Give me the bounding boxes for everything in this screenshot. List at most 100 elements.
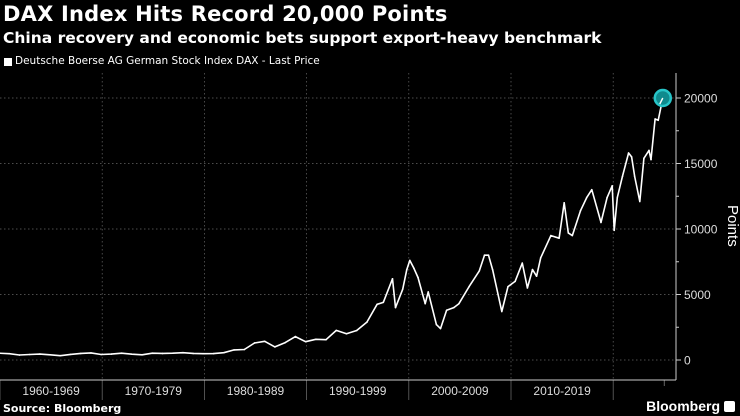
data-point [621, 175, 624, 178]
bloomberg-chart-icon [724, 401, 735, 412]
data-point [585, 196, 588, 199]
data-point [424, 302, 426, 305]
x-tick-label: 1960-1969 [22, 384, 80, 398]
data-point [100, 353, 102, 356]
data-point [514, 280, 516, 283]
data-point [202, 352, 205, 355]
data-point [611, 184, 613, 187]
data-point [394, 306, 397, 309]
y-tick-label: 20000 [684, 92, 718, 106]
y-tick-label: 15000 [684, 157, 718, 171]
x-tick-label: 1980-1989 [227, 384, 285, 398]
data-point [531, 268, 534, 271]
data-point [243, 348, 246, 351]
data-point [90, 352, 92, 354]
data-point [325, 338, 327, 341]
x-tick-label: 2010-2019 [533, 384, 591, 398]
data-point [579, 209, 582, 212]
data-point [563, 202, 565, 204]
data-point [294, 335, 297, 338]
data-point [648, 149, 650, 152]
x-tick-label: 2000-2009 [431, 384, 489, 398]
data-point [487, 254, 490, 256]
data-point [550, 234, 552, 237]
data-point [401, 288, 404, 291]
data-point [521, 262, 524, 264]
data-point [233, 349, 235, 351]
data-point [263, 340, 266, 343]
data-point [376, 303, 378, 306]
x-tick-label: 1990-1999 [329, 384, 387, 398]
data-point [539, 257, 542, 259]
data-point [284, 341, 286, 344]
source-note: Source: Bloomberg [3, 402, 122, 415]
data-point [405, 268, 408, 271]
data-point [171, 352, 174, 354]
data-point [638, 200, 641, 203]
data-point [571, 234, 574, 237]
data-point [304, 340, 307, 343]
legend: Deutsche Boerse AG German Stock Index DA… [4, 55, 320, 68]
data-point [627, 152, 630, 154]
data-point [526, 287, 529, 289]
data-point [69, 353, 72, 356]
series-line-dax [0, 97, 664, 357]
data-point [600, 221, 602, 224]
data-point [507, 285, 509, 288]
data-point [345, 333, 348, 335]
y-tick-label: 5000 [684, 288, 711, 302]
data-point [654, 118, 656, 120]
data-point [253, 342, 256, 344]
data-point [28, 353, 31, 356]
data-point [535, 275, 538, 277]
data-point [616, 196, 619, 199]
y-tick-label: 0 [684, 354, 691, 368]
data-point [8, 352, 11, 355]
data-point [223, 351, 225, 354]
data-point [39, 353, 41, 355]
data-point [212, 352, 215, 355]
data-point [131, 353, 133, 356]
data-point [417, 276, 419, 279]
data-point [413, 267, 415, 270]
data-point [558, 237, 560, 239]
data-point [161, 352, 164, 355]
data-point [435, 323, 438, 326]
data-point [79, 352, 82, 355]
data-point [355, 329, 358, 332]
data-point [274, 346, 276, 348]
data-point [458, 302, 460, 305]
data-point [59, 354, 62, 357]
legend-swatch [4, 57, 12, 66]
data-point [151, 352, 154, 354]
data-point [315, 338, 317, 341]
data-point [192, 352, 194, 355]
data-point [366, 321, 368, 323]
legend-label: Deutsche Boerse AG German Stock Index DA… [15, 55, 320, 67]
data-point [501, 310, 503, 313]
data-point [590, 188, 593, 191]
data-point [478, 270, 481, 272]
x-tick-label: 1970-1979 [125, 384, 183, 398]
y-tick-label: 10000 [684, 223, 718, 237]
data-point [452, 306, 455, 309]
bloomberg-logo: Bloomberg [646, 398, 720, 414]
data-point [409, 259, 411, 262]
chart-subtitle: China recovery and economic bets support… [3, 29, 602, 47]
record-line-segment [659, 97, 664, 105]
data-point [613, 229, 616, 232]
data-point [120, 352, 123, 354]
data-point [633, 175, 636, 178]
data-point [427, 291, 430, 293]
data-point [567, 232, 570, 234]
data-point [643, 157, 645, 160]
data-point [483, 254, 486, 256]
data-point [491, 268, 494, 271]
data-point [391, 277, 394, 280]
data-point [439, 327, 442, 330]
data-point [182, 351, 184, 354]
data-point [49, 353, 51, 356]
data-point [657, 119, 659, 122]
data-point [382, 301, 385, 304]
